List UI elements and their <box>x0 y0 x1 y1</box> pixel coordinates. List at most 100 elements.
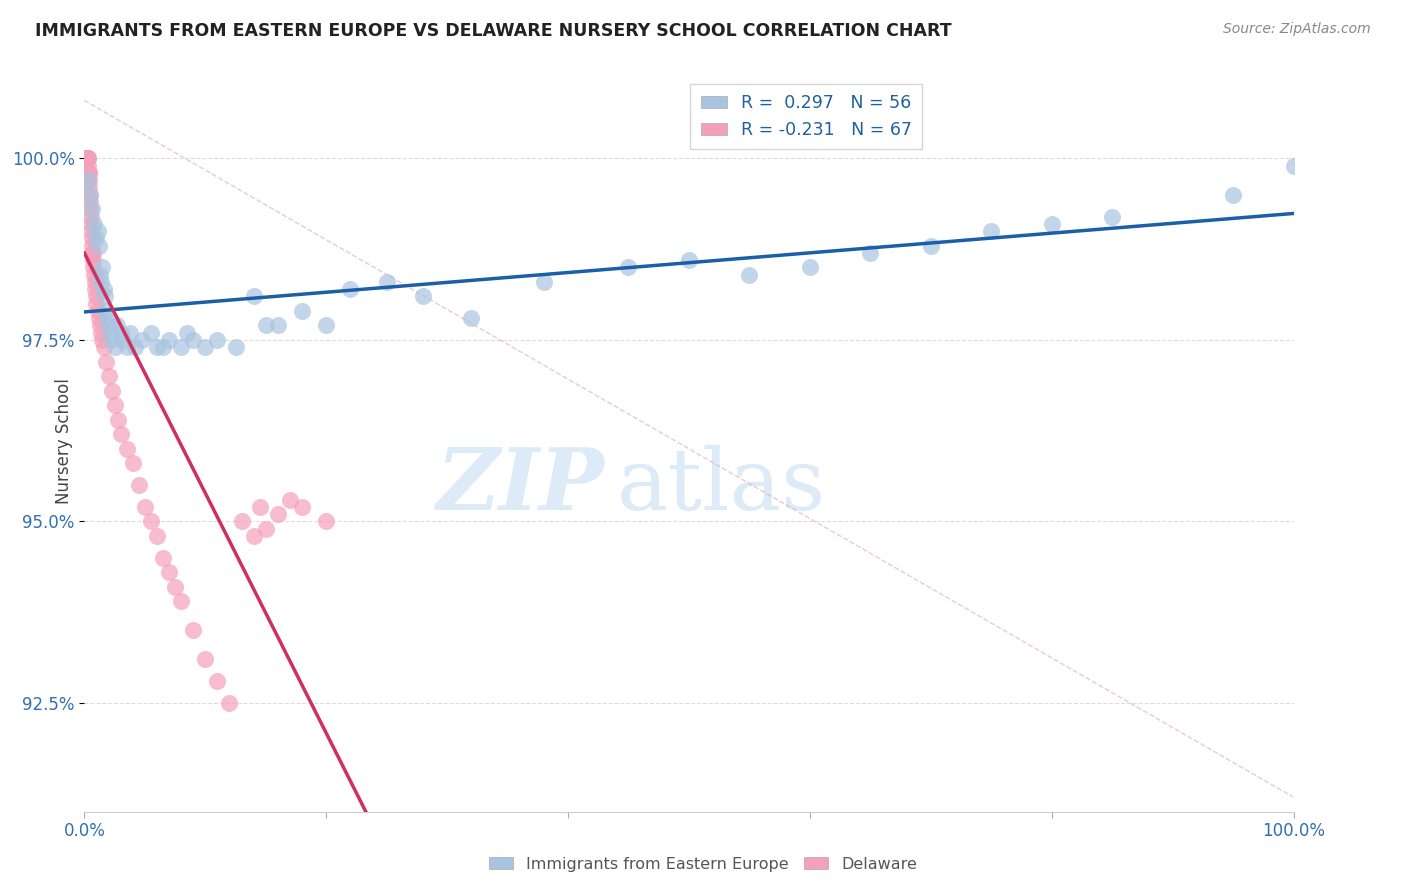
Point <box>75 152 97 166</box>
Point <box>152 340 174 354</box>
Point <box>101 384 124 398</box>
Point <box>1101 210 1123 224</box>
Point <box>249 500 271 514</box>
Point <box>83 217 105 231</box>
Point <box>77 173 100 187</box>
Point <box>79 194 101 209</box>
Point <box>146 529 169 543</box>
Point <box>278 492 301 507</box>
Point <box>207 333 229 347</box>
Point <box>80 224 103 238</box>
Point <box>218 696 240 710</box>
Point <box>375 275 398 289</box>
Point <box>104 398 127 412</box>
Point <box>267 507 290 521</box>
Point <box>110 427 132 442</box>
Point <box>170 340 193 354</box>
Point <box>139 326 162 340</box>
Point <box>82 253 104 268</box>
Point <box>339 282 361 296</box>
Y-axis label: Nursery School: Nursery School <box>55 378 73 505</box>
Point <box>207 674 229 689</box>
Point <box>77 152 100 166</box>
Point <box>94 354 117 368</box>
Point <box>170 594 193 608</box>
Point <box>91 260 114 275</box>
Point <box>121 456 143 470</box>
Point <box>90 326 112 340</box>
Text: IMMIGRANTS FROM EASTERN EUROPE VS DELAWARE NURSERY SCHOOL CORRELATION CHART: IMMIGRANTS FROM EASTERN EUROPE VS DELAWA… <box>35 22 952 40</box>
Point <box>84 282 107 296</box>
Point <box>254 318 277 333</box>
Point <box>176 326 198 340</box>
Point <box>79 210 101 224</box>
Point <box>87 311 110 326</box>
Point <box>315 318 337 333</box>
Point <box>105 318 128 333</box>
Point <box>77 159 100 173</box>
Point <box>89 268 111 282</box>
Point <box>134 500 156 514</box>
Point <box>97 369 120 384</box>
Point <box>194 340 217 354</box>
Point <box>89 318 111 333</box>
Point <box>76 152 98 166</box>
Point <box>83 275 105 289</box>
Point <box>412 289 434 303</box>
Legend: Immigrants from Eastern Europe, Delaware: Immigrants from Eastern Europe, Delaware <box>481 848 925 880</box>
Point <box>80 231 103 245</box>
Point <box>980 224 1002 238</box>
Point <box>799 260 821 275</box>
Text: Source: ZipAtlas.com: Source: ZipAtlas.com <box>1223 22 1371 37</box>
Point <box>86 296 108 310</box>
Point <box>82 260 104 275</box>
Point <box>87 238 110 252</box>
Point <box>291 500 314 514</box>
Point <box>1222 187 1244 202</box>
Point <box>97 318 120 333</box>
Point <box>93 340 115 354</box>
Point <box>77 166 100 180</box>
Point <box>157 333 180 347</box>
Point <box>90 275 112 289</box>
Point <box>79 202 101 217</box>
Point <box>83 268 105 282</box>
Point <box>107 413 129 427</box>
Point <box>76 152 98 166</box>
Point <box>678 253 700 268</box>
Point <box>75 152 97 166</box>
Point <box>104 340 127 354</box>
Point <box>242 289 264 303</box>
Point <box>139 515 162 529</box>
Point <box>79 187 101 202</box>
Point <box>112 333 135 347</box>
Point <box>291 304 314 318</box>
Point <box>82 245 104 260</box>
Point <box>75 152 97 166</box>
Point <box>267 318 290 333</box>
Point <box>77 166 100 180</box>
Point <box>124 340 146 354</box>
Point <box>146 340 169 354</box>
Point <box>80 238 103 252</box>
Point <box>86 304 108 318</box>
Point <box>86 231 108 245</box>
Point <box>115 442 138 456</box>
Point <box>533 275 555 289</box>
Point <box>738 268 761 282</box>
Point <box>120 326 142 340</box>
Point <box>460 311 482 326</box>
Point <box>79 187 101 202</box>
Point <box>131 333 153 347</box>
Point <box>859 245 882 260</box>
Point <box>194 652 217 666</box>
Point <box>76 152 98 166</box>
Point <box>86 224 108 238</box>
Point <box>1040 217 1063 231</box>
Point <box>77 173 100 187</box>
Point <box>242 529 264 543</box>
Point <box>73 152 96 166</box>
Point <box>1282 159 1305 173</box>
Point <box>94 289 117 303</box>
Legend: R =  0.297   N = 56, R = -0.231   N = 67: R = 0.297 N = 56, R = -0.231 N = 67 <box>690 84 922 149</box>
